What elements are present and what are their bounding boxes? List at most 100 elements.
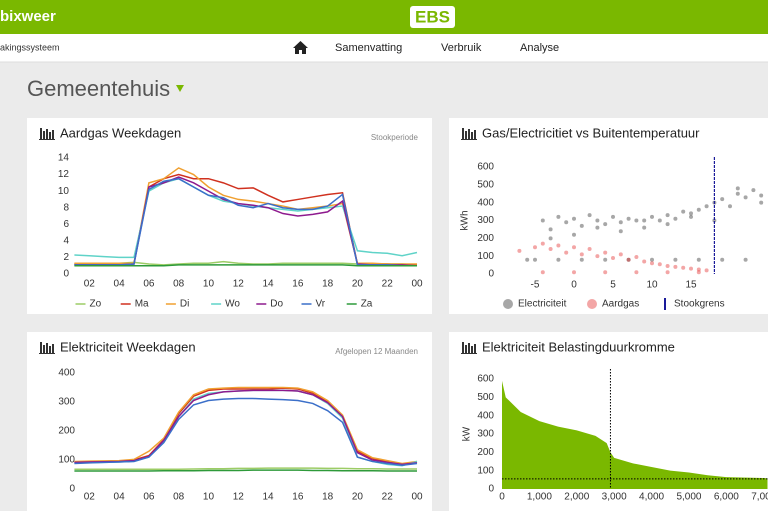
- y-tick-label: 400: [477, 410, 494, 421]
- page-title: Gemeentehuis: [27, 76, 170, 101]
- scatter-point: [735, 186, 740, 191]
- scatter-point: [759, 200, 764, 205]
- scatter-point: [579, 223, 584, 228]
- x-tick-label: 12: [233, 492, 245, 503]
- y-tick-label: 100: [58, 455, 75, 466]
- y-tick-label: 14: [58, 153, 70, 164]
- legend-label: Di: [180, 299, 189, 310]
- scatter-point: [525, 257, 530, 262]
- icon-bar: [471, 346, 473, 353]
- area: [502, 380, 768, 489]
- series-line: [74, 397, 418, 466]
- scatter-point: [665, 222, 670, 227]
- icon-bar: [465, 131, 467, 139]
- scatter-point: [564, 250, 569, 255]
- scatter-point: [650, 257, 654, 262]
- icon-bar: [46, 129, 48, 139]
- x-tick-label: 12: [233, 279, 245, 290]
- x-tick-label: 04: [114, 279, 126, 290]
- x-tick-label: 08: [173, 279, 185, 290]
- x-tick-label: 7,000: [751, 492, 768, 503]
- series-line: [74, 467, 417, 471]
- scatter-point: [657, 218, 662, 223]
- logo-box: [410, 6, 455, 28]
- x-tick-label: 04: [114, 492, 126, 503]
- x-tick-label: 22: [382, 279, 394, 290]
- x-tick-label: 10: [203, 492, 215, 503]
- nav-item[interactable]: Samenvatting: [335, 42, 402, 54]
- icon-bar: [471, 132, 473, 139]
- scatter-point: [556, 243, 561, 248]
- x-tick-label: 02: [84, 492, 96, 503]
- y-tick-label: 100: [477, 465, 494, 476]
- scatter-point: [689, 211, 693, 216]
- x-tick-label: 3,000: [602, 492, 627, 503]
- scatter-point: [642, 259, 647, 264]
- scatter-point: [759, 193, 764, 198]
- legend-label: Electriciteit: [518, 299, 567, 310]
- x-tick-label: 22: [382, 492, 394, 503]
- scatter-point: [673, 216, 678, 221]
- scatter-point: [540, 270, 545, 275]
- x-tick-label: 0: [499, 492, 505, 503]
- icon-bar: [52, 344, 54, 353]
- y-tick-label: 200: [58, 426, 75, 437]
- y-tick-label: 400: [477, 197, 494, 208]
- x-tick-label: 20: [352, 492, 364, 503]
- nav-item[interactable]: Verbruik: [441, 42, 482, 54]
- legend-swatch: [587, 299, 597, 309]
- y-tick-label: 500: [477, 179, 494, 190]
- panel-title: Aardgas Weekdagen: [60, 125, 181, 140]
- scatter-point: [603, 257, 608, 262]
- scatter-point: [611, 255, 615, 260]
- scatter-point: [681, 265, 686, 270]
- chart-icon: [39, 128, 55, 140]
- panel: [27, 118, 432, 314]
- scatter-point: [564, 220, 569, 225]
- icon-bar: [468, 343, 470, 353]
- legend-label: Stookgrens: [674, 299, 725, 310]
- scatter-point: [696, 270, 701, 275]
- series-line: [74, 389, 418, 466]
- legend-label: Vr: [316, 299, 326, 310]
- dropdown-arrow[interactable]: [176, 85, 184, 92]
- x-tick-label: 6,000: [714, 492, 739, 503]
- x-tick-label: 14: [262, 492, 274, 503]
- scatter-point: [572, 270, 576, 275]
- panel-title: Gas/Electricitiet vs Buitentemperatuur: [482, 125, 700, 140]
- legend-label: Za: [361, 299, 373, 310]
- scatter-point: [689, 214, 693, 219]
- scatter-point: [626, 257, 631, 262]
- scatter-point: [587, 213, 592, 218]
- scatter-point: [579, 252, 584, 257]
- legend-label: Zo: [90, 299, 102, 310]
- y-tick-label: 0: [69, 484, 75, 495]
- scatter-point: [618, 220, 623, 225]
- scatter-point: [634, 218, 639, 223]
- x-tick-label: 08: [173, 492, 185, 503]
- x-tick-label: 15: [685, 280, 697, 291]
- y-axis-label: kWh: [460, 211, 471, 231]
- x-tick-label: 1,000: [527, 492, 552, 503]
- y-tick-label: 0: [63, 269, 69, 280]
- panel-title: Elektriciteit Weekdagen: [60, 339, 196, 354]
- home-icon[interactable]: [293, 41, 308, 54]
- series-line: [74, 177, 417, 267]
- scatter-point: [587, 247, 592, 252]
- icon-bar: [49, 346, 51, 353]
- nav-item[interactable]: Analyse: [520, 42, 559, 54]
- legend-label: Do: [270, 299, 283, 310]
- x-tick-label: 16: [292, 279, 304, 290]
- legend-label: Wo: [225, 299, 240, 310]
- scatter-point: [572, 232, 576, 237]
- app-subtitle: akingssysteem: [0, 42, 60, 52]
- x-tick-label: 18: [322, 492, 334, 503]
- y-tick-label: 8: [63, 202, 69, 213]
- panel-subtitle: Stookperiode: [371, 133, 419, 142]
- icon-bar: [40, 342, 42, 353]
- scatter-point: [642, 218, 647, 223]
- scatter-point: [704, 204, 709, 209]
- scatter-point: [720, 197, 725, 202]
